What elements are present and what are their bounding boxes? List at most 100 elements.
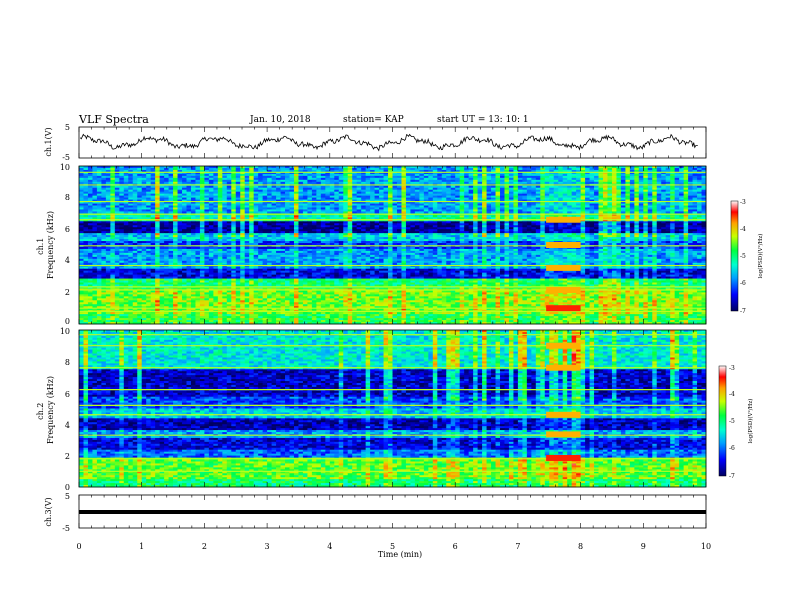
spec1-cell: [231, 166, 237, 169]
spec1-cell: [562, 193, 568, 197]
spec1-cell: [482, 191, 487, 195]
spec1-cell: [486, 171, 492, 175]
spec1-cell: [276, 193, 281, 197]
spec1-cell: [182, 191, 187, 195]
spec1-cell: [338, 167, 344, 171]
spec1-cell: [123, 181, 129, 185]
spec1-cell: [356, 169, 362, 173]
spec1-cell: [146, 187, 152, 191]
spec1-cell: [347, 177, 353, 181]
spec1-cell: [302, 191, 308, 195]
spec1-cell: [96, 175, 102, 179]
spec1-cell: [329, 193, 335, 197]
spec1-cell: [83, 187, 89, 191]
spec1-cell: [553, 189, 559, 193]
spec1-cell: [83, 175, 89, 179]
spec1-cell: [146, 189, 152, 193]
spec1-cell: [231, 187, 237, 191]
spec1-cell: [392, 191, 398, 195]
figure-title: VLF Spectra: [78, 113, 149, 126]
spec1-cell: [114, 169, 120, 173]
spec1-cell: [119, 175, 125, 179]
spec1-cell: [182, 189, 187, 193]
spec1-cell: [271, 169, 277, 173]
spec1-cell: [235, 193, 241, 197]
spec1-cell: [316, 189, 322, 193]
spec1-cell: [240, 175, 246, 179]
spec1-cell: [119, 171, 125, 175]
spec1-cell: [370, 185, 375, 189]
spec1-cell: [253, 179, 259, 183]
spec1-cell: [450, 193, 456, 197]
spec1-cell: [334, 166, 340, 169]
spec1-cell: [473, 173, 478, 177]
spec1-cell: [562, 191, 568, 195]
spec1-cell: [182, 175, 187, 179]
spec1-cell: [101, 179, 107, 183]
spec1-cell: [517, 171, 523, 175]
spec1-cell: [428, 193, 434, 197]
spec1-cell: [253, 173, 259, 177]
spec1-cell: [217, 179, 223, 183]
spec1-cell: [401, 175, 407, 179]
spec1-cell: [159, 193, 165, 197]
spec1-cell: [168, 179, 174, 183]
spec1-cell: [307, 181, 313, 185]
spec1-cell: [491, 179, 496, 183]
spec1-cell: [473, 179, 478, 183]
spec1-cell: [168, 185, 174, 189]
spec1-cell: [101, 177, 107, 181]
spec1-cell: [634, 179, 640, 183]
spec1-cell: [141, 167, 147, 171]
spec1-cell: [325, 167, 331, 171]
spec1-cell: [441, 193, 447, 197]
spec1-cell: [213, 193, 219, 197]
spec1-cell: [146, 166, 152, 169]
spec1-cell: [504, 191, 510, 195]
spec1-cell: [544, 171, 550, 175]
spec1-cell: [208, 187, 214, 191]
spec1-cell: [419, 167, 425, 171]
spec1-cell: [428, 187, 434, 191]
spec1-cell: [620, 171, 626, 175]
spec1-cell: [504, 166, 510, 169]
spec1-cell: [410, 175, 416, 179]
spec1-cell: [101, 167, 107, 171]
spec1-cell: [482, 177, 487, 181]
spec1-cell: [428, 169, 434, 173]
spec1-cell: [688, 177, 693, 181]
spec1-cell: [195, 189, 201, 193]
spec1-cell: [302, 179, 308, 183]
spec1-cell: [607, 189, 613, 193]
spec1-cell: [298, 189, 304, 193]
spec1-cell: [459, 193, 465, 197]
spec1-cell: [544, 175, 550, 179]
spec1-cell: [199, 181, 205, 185]
spec1-cell: [240, 171, 246, 175]
spec1-cell: [280, 189, 286, 193]
spec1-cell: [620, 185, 626, 189]
spec1-cell: [562, 189, 568, 193]
spec1-cell: [670, 177, 676, 181]
spec1-cell: [477, 177, 483, 181]
spec1-cell: [553, 181, 559, 185]
spec1-cell: [195, 187, 201, 191]
spec1-cell: [123, 167, 129, 171]
spec1-cell: [446, 175, 452, 179]
spec1-cell: [293, 189, 299, 193]
spec1-cell: [307, 193, 313, 197]
spec1-cell: [128, 175, 134, 179]
spec1-cell: [571, 173, 577, 177]
spec1-cell: [388, 189, 393, 193]
spec1-cell: [455, 171, 461, 175]
spec1-cell: [132, 187, 138, 191]
spec1-cell: [629, 177, 635, 181]
spec1-cell: [325, 173, 331, 177]
spec1-cell: [132, 167, 138, 171]
spec1-cell: [276, 167, 281, 171]
spec1-cell: [589, 187, 595, 191]
spec1-cell: [329, 185, 335, 189]
spec1-cell: [679, 191, 685, 195]
spec1-cell: [441, 191, 447, 195]
spec1-cell: [110, 166, 116, 169]
